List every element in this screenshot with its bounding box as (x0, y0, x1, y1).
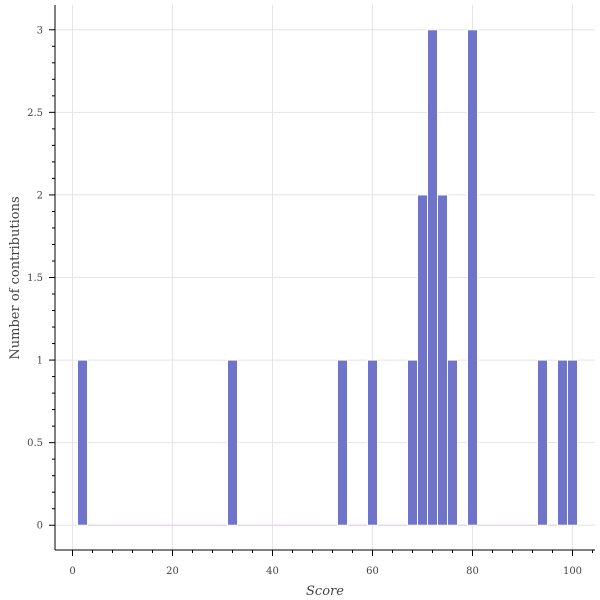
bars-layer (77, 29, 578, 526)
histogram-bar (567, 359, 578, 526)
x-axis-title: Score (306, 584, 344, 599)
x-tick-label: 80 (466, 566, 479, 577)
histogram-bar (227, 359, 238, 526)
y-axis-title: Number of contributions (8, 196, 23, 359)
y-tick-label: 2 (37, 190, 43, 201)
y-tick-label: 3 (37, 25, 43, 36)
grid-layer (55, 5, 595, 550)
y-tick-label: 1.5 (27, 273, 43, 284)
histogram-bar (557, 359, 568, 526)
histogram-bar (337, 359, 348, 526)
x-tick-label: 20 (166, 566, 179, 577)
axes-layer: 0 20 40 60 80 100 0 0.5 1 1.5 2 2.5 3 (27, 5, 595, 577)
y-tick-label: 2.5 (27, 108, 43, 119)
histogram-bar (447, 359, 458, 526)
histogram-bar (407, 359, 418, 526)
x-tick-label: 60 (366, 566, 379, 577)
histogram-bar (467, 29, 478, 526)
x-tick-label: 0 (69, 566, 75, 577)
x-tick-label: 40 (266, 566, 279, 577)
histogram-bar (367, 359, 378, 526)
histogram-bar (77, 359, 88, 526)
histogram-bar (537, 359, 548, 526)
histogram-bar (437, 194, 448, 526)
histogram-bar (427, 29, 438, 526)
y-tick-label: 0 (37, 521, 43, 532)
x-tick-label: 100 (563, 566, 582, 577)
histogram-bar (417, 194, 428, 526)
y-tick-label: 0.5 (27, 438, 43, 449)
y-tick-label: 1 (37, 356, 43, 367)
